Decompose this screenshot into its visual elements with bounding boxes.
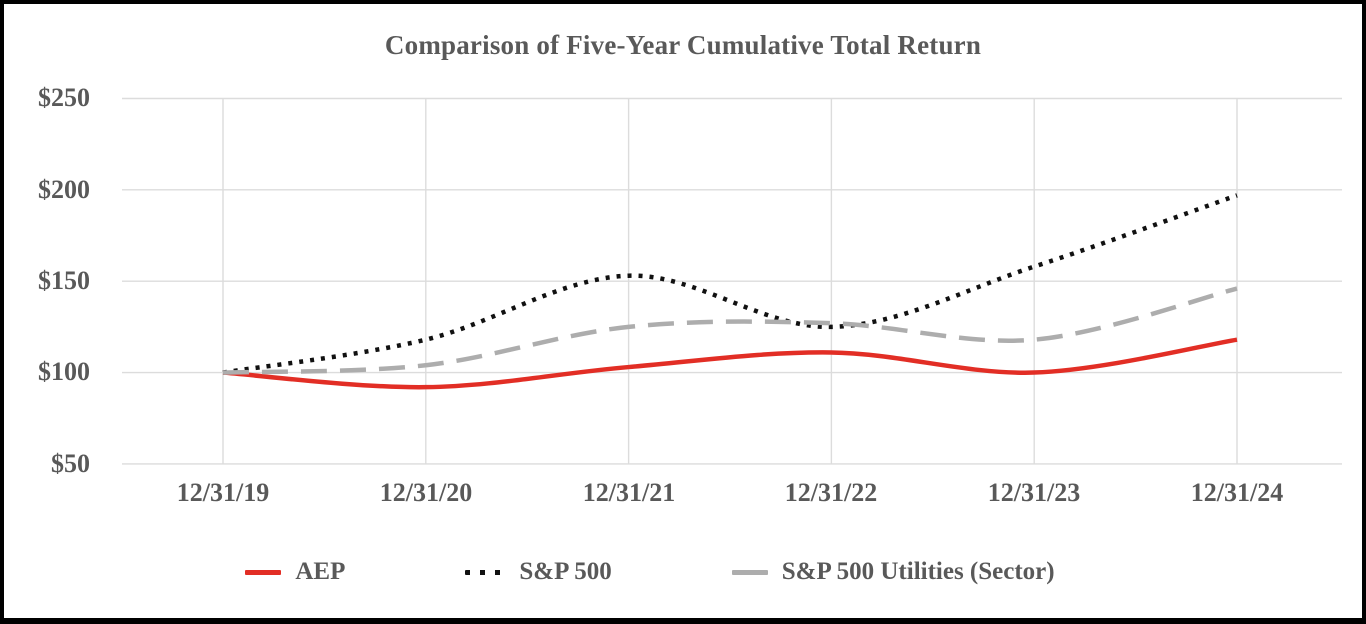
legend-swatch-sp500-dotted-line bbox=[465, 569, 506, 575]
series-aep bbox=[222, 337, 1238, 390]
y-tick-label: $50 bbox=[51, 449, 90, 478]
x-tick-label: 12/31/22 bbox=[784, 478, 878, 507]
legend-item-aep: AEP bbox=[245, 556, 345, 588]
legend-item-sp500: S&P 500 bbox=[465, 556, 612, 588]
chart-title: Comparison of Five-Year Cumulative Total… bbox=[384, 30, 982, 60]
x-tick-label: 12/31/23 bbox=[987, 478, 1081, 507]
x-tick-label: 12/31/24 bbox=[1190, 478, 1284, 507]
y-tick-label: $200 bbox=[38, 175, 90, 204]
legend-label-utilities: S&P 500 Utilities (Sector) bbox=[781, 558, 1055, 585]
chart-canvas bbox=[122, 97, 1342, 465]
x-tick-label: 12/31/20 bbox=[379, 478, 473, 507]
legend-label-aep: AEP bbox=[295, 558, 346, 585]
gridlines bbox=[122, 97, 1342, 465]
chart-legend: AEP S&P 500 S&P 500 Utilities (Sector) bbox=[4, 556, 1329, 588]
x-tick-label: 12/31/21 bbox=[582, 478, 676, 507]
legend-label-sp500: S&P 500 bbox=[519, 558, 612, 585]
y-tick-label: $100 bbox=[38, 357, 90, 386]
series-s-p-500 bbox=[222, 193, 1238, 375]
y-tick-label: $250 bbox=[38, 83, 90, 112]
series-s-p-500-utilities-sector bbox=[222, 286, 1238, 375]
legend-swatch-aep-solid-line bbox=[245, 569, 282, 575]
y-tick-label: $150 bbox=[38, 266, 90, 295]
x-tick-label: 12/31/19 bbox=[176, 478, 270, 507]
legend-item-utilities: S&P 500 Utilities (Sector) bbox=[731, 556, 1055, 588]
legend-swatch-utilities-dashed-line bbox=[731, 569, 768, 575]
